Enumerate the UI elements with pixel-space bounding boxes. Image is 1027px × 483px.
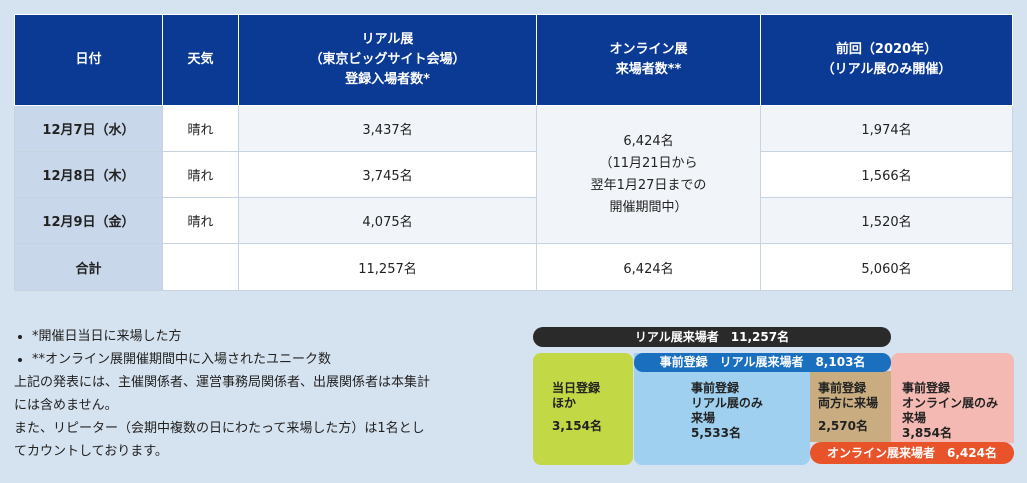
row-weather: 晴れ bbox=[162, 151, 239, 198]
real-total-bar: リアル展来場者 11,257名 bbox=[533, 327, 891, 347]
online-total-bar: オンライン展来場者 6,424名 bbox=[810, 442, 1014, 464]
header-date: 日付 bbox=[14, 14, 163, 106]
attendance-diagram: リアル展来場者 11,257名 当日登録 ほか 3,154名 事前登録 リアル展… bbox=[533, 324, 1015, 474]
row-weather: 晴れ bbox=[162, 197, 239, 244]
total-prev: 5,060名 bbox=[760, 243, 1013, 291]
header-weather: 天気 bbox=[162, 14, 239, 106]
header-real: リアル展 （東京ビッグサイト会場） 登録入場者数* bbox=[238, 14, 537, 106]
note-paragraph: また、リピーター（会期中複数の日にわたって来場した方）は1名とし てカウントして… bbox=[14, 421, 425, 459]
notes: *開催日当日に来場した方 **オンライン展開催期間中に入場されたユニーク数 上記… bbox=[14, 325, 514, 463]
total-weather bbox=[162, 243, 239, 291]
row-date: 12月9日（金） bbox=[14, 197, 163, 244]
note-bullet: **オンライン展開催期間中に入場されたユニーク数 bbox=[32, 348, 514, 371]
attendance-table: 日付 天気 リアル展 （東京ビッグサイト会場） 登録入場者数* オンライン展 来… bbox=[14, 14, 1013, 291]
row-prev: 1,974名 bbox=[760, 105, 1013, 152]
header-prev: 前回（2020年） （リアル展のみ開催） bbox=[760, 14, 1013, 106]
table-row: 12月8日（木） 晴れ 3,745名 1,566名 bbox=[14, 151, 1013, 198]
total-label: 合計 bbox=[14, 243, 163, 291]
notes-list: *開催日当日に来場した方 **オンライン展開催期間中に入場されたユニーク数 bbox=[14, 325, 514, 371]
table-row: 12月9日（金） 晴れ 4,075名 1,520名 bbox=[14, 197, 1013, 244]
row-prev: 1,520名 bbox=[760, 197, 1013, 244]
row-real: 3,437名 bbox=[238, 105, 537, 152]
same-day-box: 当日登録 ほか 3,154名 bbox=[533, 353, 633, 465]
header-online: オンライン展 来場者数** bbox=[536, 14, 761, 106]
online-merged-cell: 6,424名 （11月21日から 翌年1月27日までの 開催期間中） bbox=[536, 105, 761, 244]
note-paragraph: 上記の発表には、主催関係者、運営事務局関係者、出展関係者は本集計 には含めません… bbox=[14, 375, 431, 413]
online-only-box: 事前登録 オンライン展のみ 来場 3,854名 bbox=[891, 353, 1014, 443]
total-real: 11,257名 bbox=[238, 243, 537, 291]
row-date: 12月8日（木） bbox=[14, 151, 163, 198]
note-bullet: *開催日当日に来場した方 bbox=[32, 325, 514, 348]
table-header-row: 日付 天気 リアル展 （東京ビッグサイト会場） 登録入場者数* オンライン展 来… bbox=[14, 14, 1013, 106]
pre-registration-bar: 事前登録 リアル展来場者 8,103名 bbox=[634, 353, 891, 372]
row-real: 4,075名 bbox=[238, 197, 537, 244]
row-weather: 晴れ bbox=[162, 105, 239, 152]
both-box: 事前登録 両方に来場 2,570名 bbox=[810, 371, 891, 442]
row-prev: 1,566名 bbox=[760, 151, 1013, 198]
row-date: 12月7日（水） bbox=[14, 105, 163, 152]
total-online: 6,424名 bbox=[536, 243, 761, 291]
row-real: 3,745名 bbox=[238, 151, 537, 198]
table-row: 12月7日（水） 晴れ 3,437名 6,424名 （11月21日から 翌年1月… bbox=[14, 105, 1013, 244]
table-total-row: 合計 11,257名 6,424名 5,060名 bbox=[14, 243, 1013, 291]
